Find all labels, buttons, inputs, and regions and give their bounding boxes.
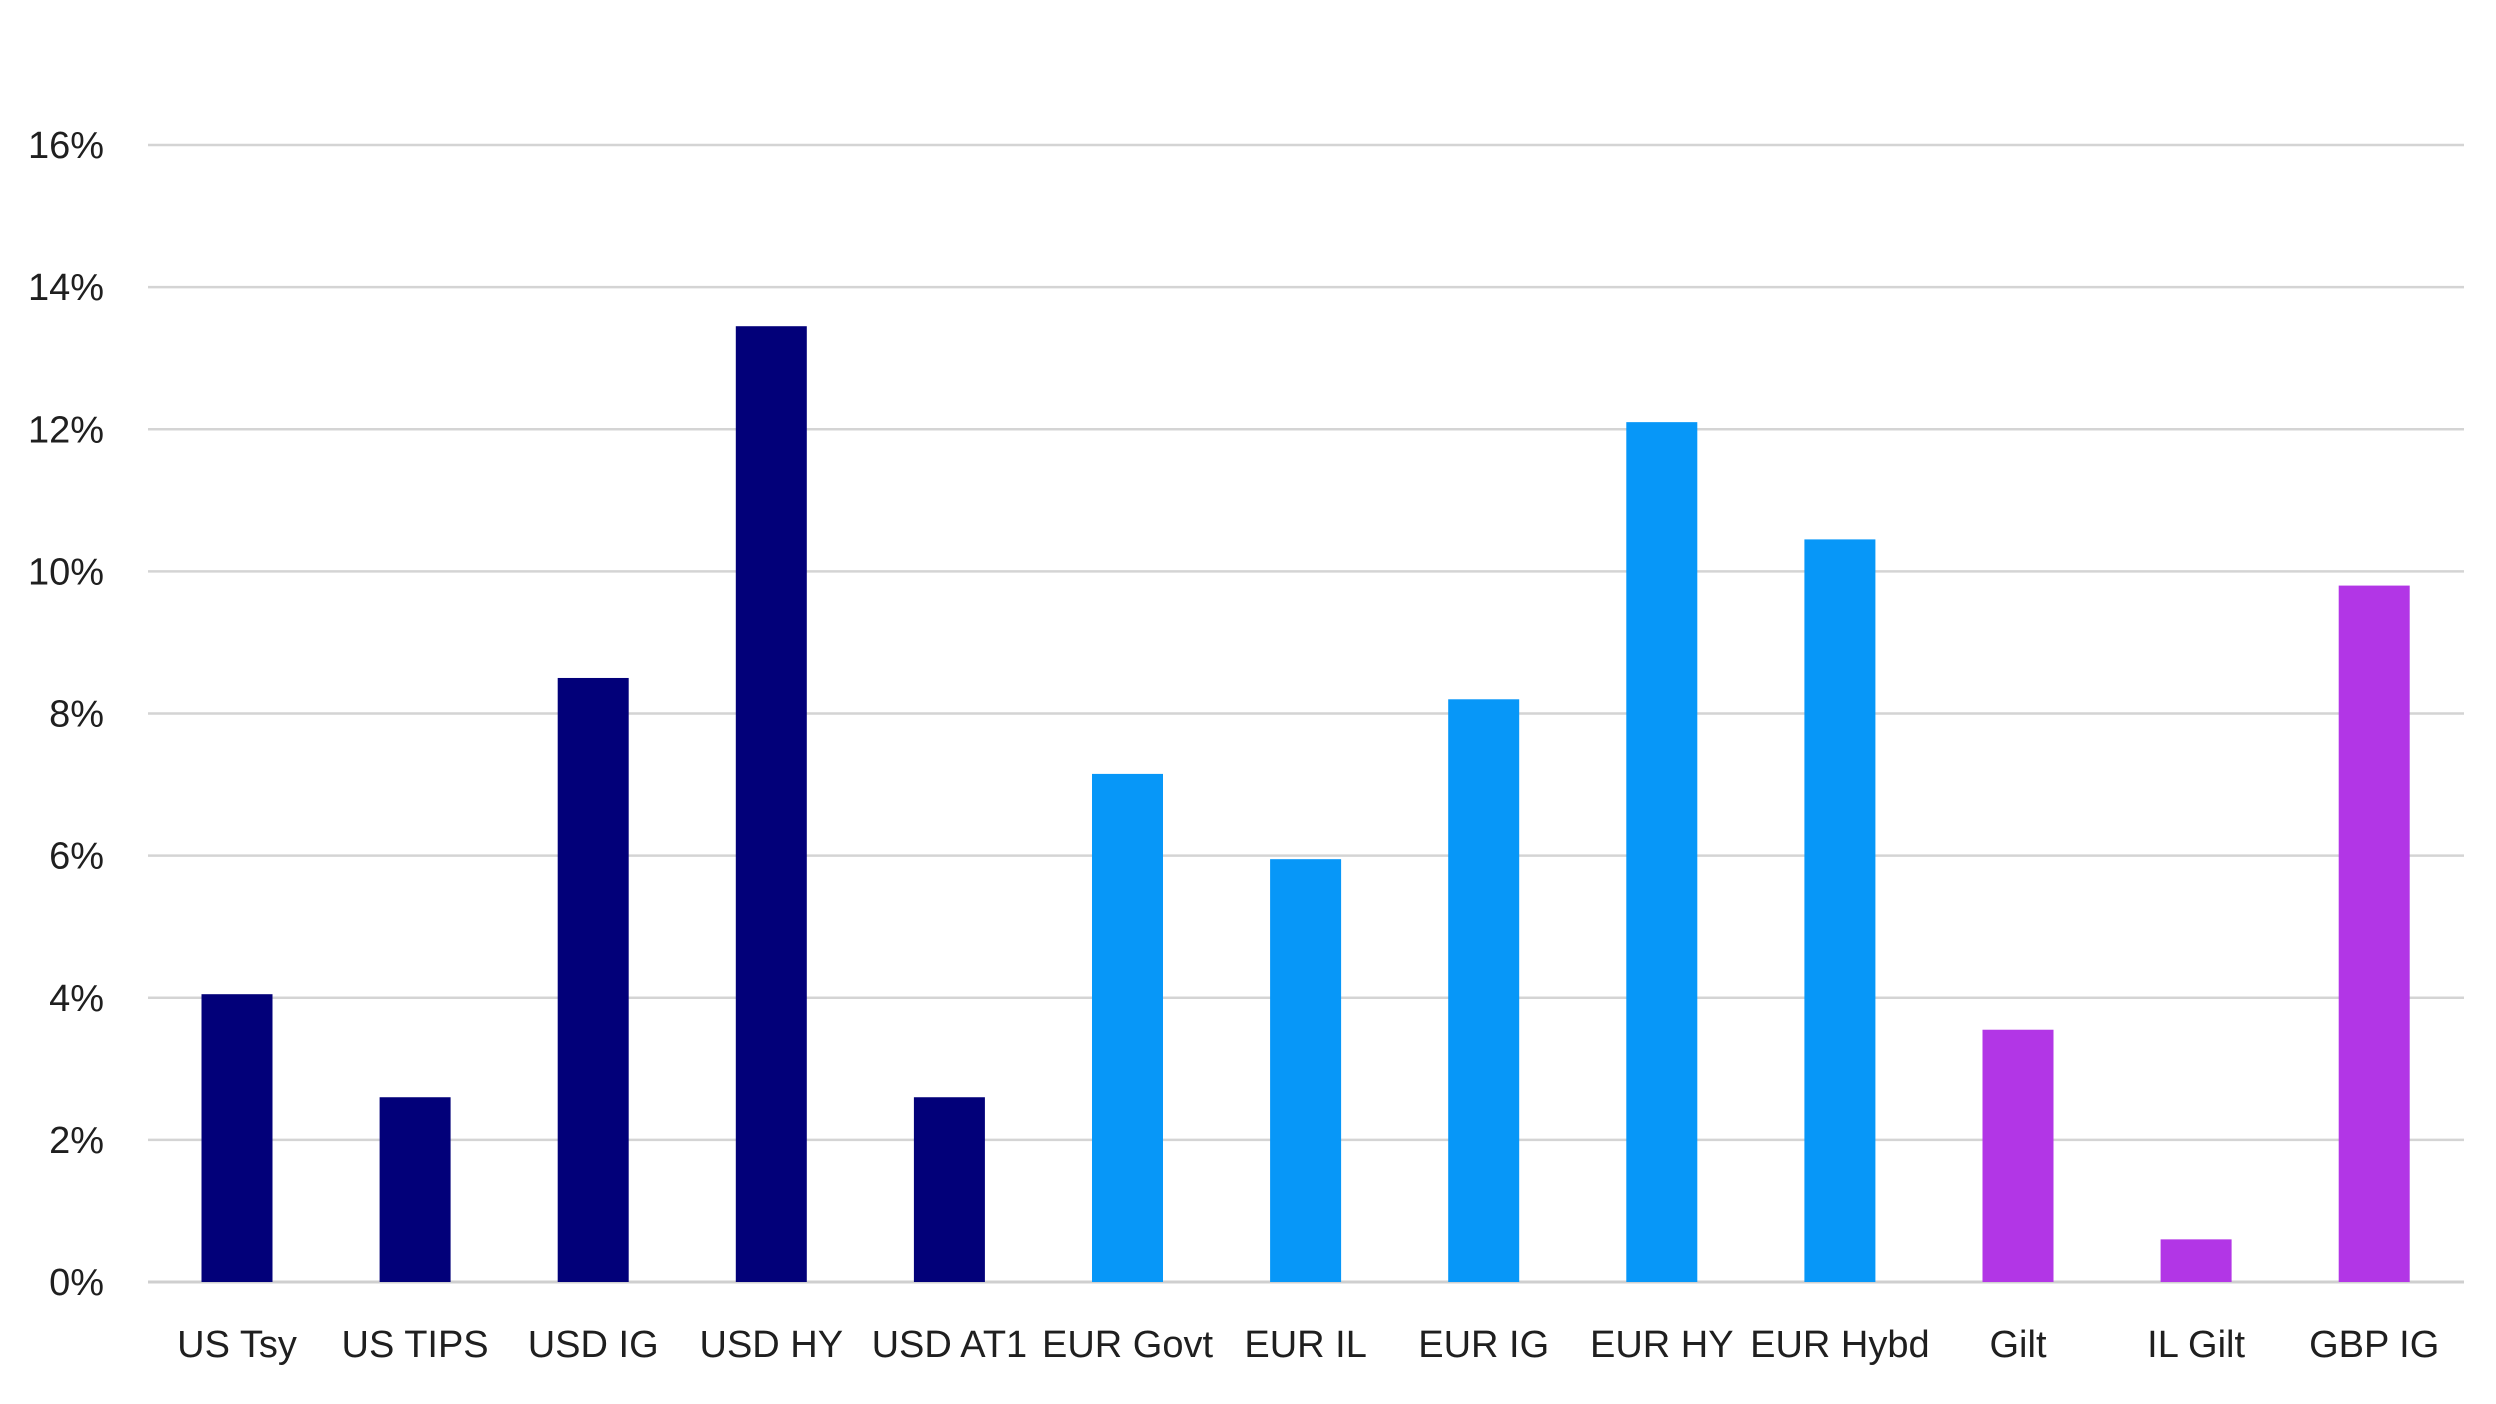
bar [1804, 539, 1876, 1282]
bar [1982, 1029, 2054, 1282]
bars [201, 326, 2410, 1283]
x-tick-label: EUR HY [1590, 1324, 1734, 1366]
x-axis-ticks: US Tsy US TIPS USD IG USD HY USD AT1 EUR Govt… [177, 1324, 2439, 1366]
bar [913, 1097, 985, 1282]
x-tick-label: USD HY [700, 1324, 844, 1366]
x-tick-label: IL Gilt [2147, 1324, 2245, 1366]
x-tick-label: USD AT1 [872, 1324, 1028, 1366]
y-tick-label: 10% [28, 551, 104, 593]
y-tick-label: 16% [28, 125, 104, 167]
x-tick-label: EUR IG [1418, 1324, 1549, 1366]
y-tick-label: 8% [49, 694, 104, 736]
bar [1092, 773, 1163, 1282]
y-tick-label: 2% [49, 1120, 104, 1162]
x-tick-label: EUR Govt [1042, 1324, 1213, 1366]
x-tick-label: EUR IL [1244, 1324, 1366, 1366]
bar [2338, 585, 2410, 1282]
bar [1626, 422, 1698, 1282]
bar [201, 994, 273, 1282]
bar [557, 677, 629, 1282]
y-tick-label: 14% [28, 267, 104, 309]
y-tick-label: 6% [49, 836, 104, 878]
x-tick-label: US Tsy [177, 1324, 297, 1366]
y-tick-label: 4% [49, 978, 104, 1020]
x-tick-label: EUR Hybd [1750, 1324, 1930, 1366]
bar [1448, 699, 1520, 1282]
y-tick-label: 12% [28, 409, 104, 451]
bar [379, 1097, 451, 1282]
y-tick-label: 0% [49, 1262, 104, 1304]
bar [1270, 859, 1342, 1282]
x-tick-label: US TIPS [342, 1324, 489, 1366]
bar [735, 326, 807, 1283]
y-axis-ticks: 0% 2% 4% 6% 8% 10% 12% 14% 16% [28, 125, 104, 1304]
bar [2160, 1239, 2232, 1282]
x-tick-label: GBP IG [2309, 1324, 2439, 1366]
x-tick-label: Gilt [1990, 1324, 2047, 1366]
x-tick-label: USD IG [528, 1324, 659, 1366]
gridlines [148, 143, 2464, 1284]
